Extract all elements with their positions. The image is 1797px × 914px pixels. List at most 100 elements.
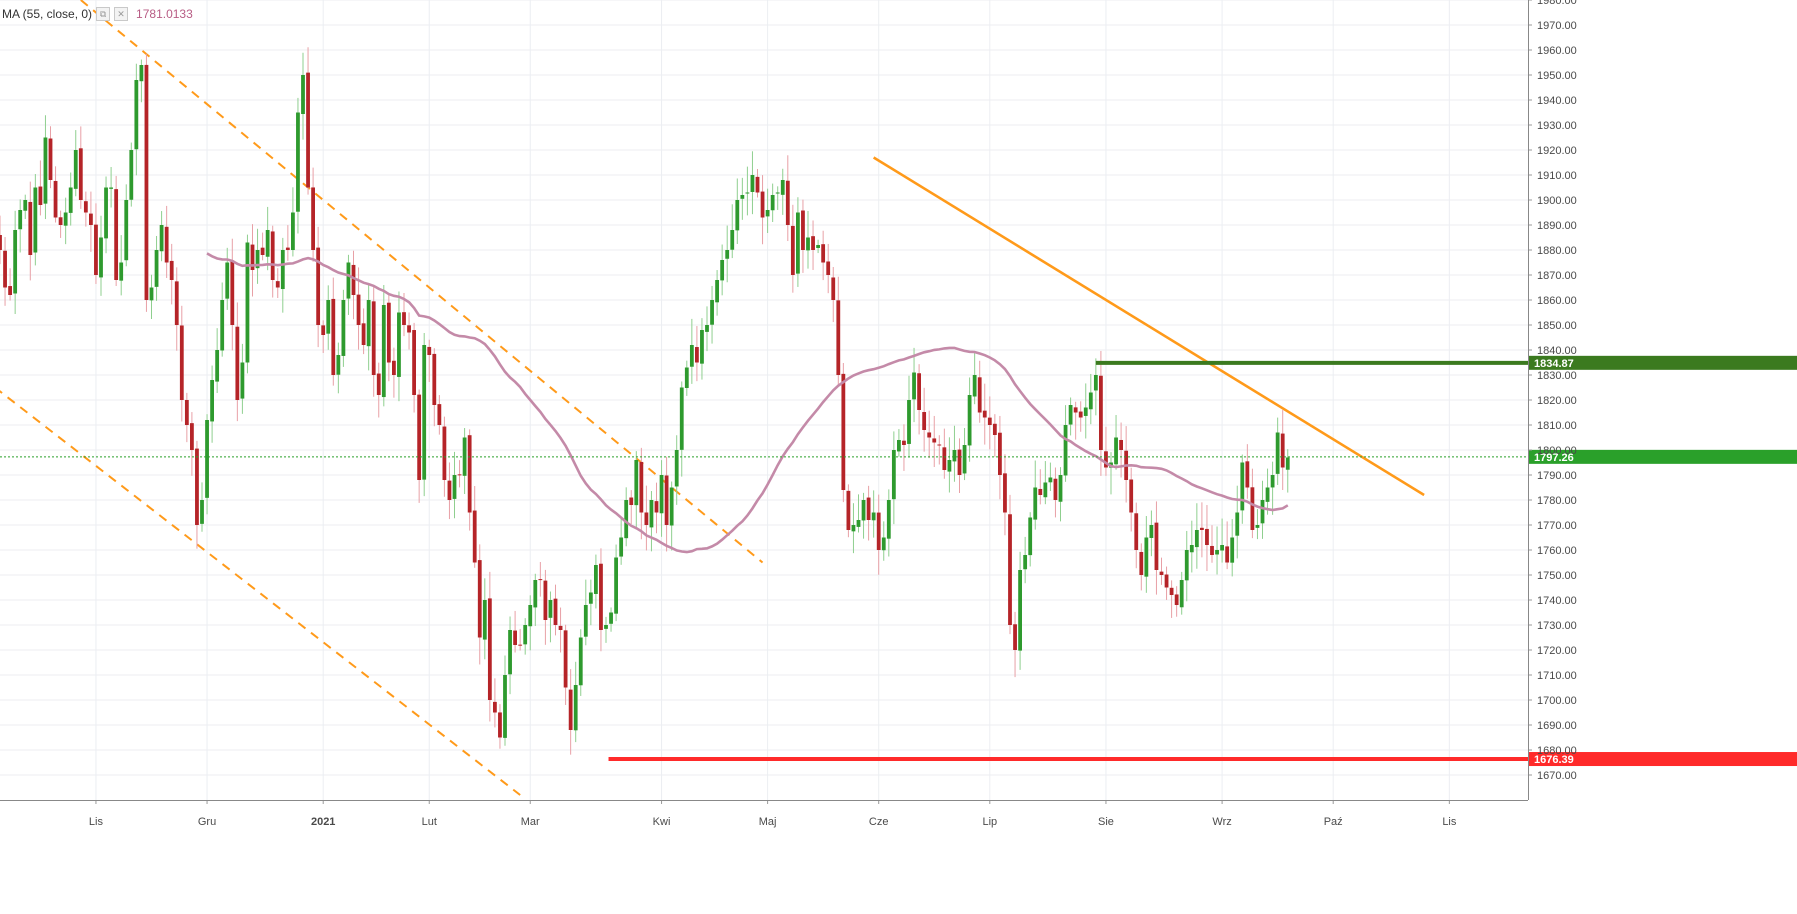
candle-body — [700, 330, 704, 364]
candle-body — [200, 500, 204, 524]
y-tick-label: 1700.00 — [1537, 695, 1577, 707]
candle-body — [750, 175, 755, 192]
candle-body — [977, 377, 982, 413]
candle-body — [705, 325, 709, 332]
candle-body — [684, 367, 689, 388]
candle-body — [563, 630, 568, 688]
y-tick-label: 1670.00 — [1537, 770, 1577, 782]
y-tick-label: 1710.00 — [1537, 670, 1577, 682]
ma-legend-label: MA (55, close, 0) — [2, 7, 93, 21]
candle-body — [1230, 537, 1235, 563]
candle-body — [902, 440, 906, 445]
candle-body — [78, 148, 83, 200]
y-tick-label: 1940.00 — [1537, 95, 1577, 107]
candle-body — [230, 260, 235, 325]
candle-body — [578, 637, 583, 686]
candle-body — [417, 394, 422, 480]
candle-body — [836, 300, 841, 375]
candle-body — [1215, 550, 1219, 555]
candle-body — [13, 230, 18, 294]
candle-body — [397, 312, 401, 377]
y-tick-label: 1980.00 — [1537, 0, 1577, 7]
candle-body — [184, 399, 189, 425]
candle-body — [654, 501, 659, 513]
candle-body — [38, 186, 43, 205]
candle-body — [179, 325, 184, 400]
candle-body — [1119, 439, 1123, 450]
candle-body — [639, 461, 644, 513]
settings-icon[interactable]: ⧉ — [96, 7, 111, 21]
candle-body — [326, 300, 331, 334]
y-tick-label: 1920.00 — [1537, 145, 1577, 157]
candle-body — [402, 312, 406, 325]
candle-body — [1083, 407, 1088, 416]
y-tick-label: 1770.00 — [1537, 520, 1577, 532]
x-tick-label: Paź — [1324, 816, 1343, 828]
candle-body — [356, 294, 361, 325]
candle-body — [68, 187, 73, 213]
candle-body — [619, 537, 624, 557]
candle-body — [250, 244, 255, 270]
candle-body — [341, 300, 346, 356]
candle-body — [780, 180, 785, 195]
candles — [0, 47, 1290, 755]
candle-body — [58, 217, 63, 225]
close-icon[interactable]: ✕ — [114, 7, 129, 21]
y-tick-label: 1810.00 — [1537, 420, 1577, 432]
candle-body — [513, 630, 517, 645]
x-tick-label: Lip — [982, 816, 997, 828]
candle-body — [886, 500, 891, 539]
candle-body — [169, 260, 174, 280]
candle-body — [316, 247, 321, 325]
candle-body — [846, 490, 851, 530]
candle-body — [1073, 407, 1078, 413]
candle-body — [998, 432, 1002, 475]
candle-body — [1220, 545, 1224, 551]
candle-body — [114, 189, 119, 280]
candle-body — [351, 264, 356, 295]
x-tick-label: 2021 — [311, 816, 335, 828]
horizontal-levels: 1834.87 1797.26 1676.39 — [0, 355, 1797, 767]
candle-body — [583, 605, 588, 637]
chart-grid — [0, 0, 1528, 800]
candle-body — [538, 579, 543, 581]
candle-body — [932, 438, 937, 443]
candle-body — [73, 150, 78, 189]
price-label-box — [1529, 355, 1797, 370]
y-tick-label: 1800.00 — [1537, 445, 1577, 457]
candle-body — [154, 250, 159, 287]
candle-body — [1088, 392, 1093, 410]
price-label: 1797.26 — [1534, 452, 1574, 464]
candle-body — [907, 400, 911, 444]
candle-body — [957, 449, 962, 475]
y-tick-label: 1760.00 — [1537, 545, 1577, 557]
candle-body — [543, 580, 548, 620]
candle-body — [649, 500, 654, 528]
candle-body — [366, 300, 371, 347]
candle-body — [215, 350, 220, 382]
indicator-legend[interactable]: MA (55, close, 0) ⧉ ✕ 1781.0133 — [2, 6, 193, 22]
candle-body — [664, 475, 669, 525]
candle-body — [457, 474, 462, 476]
candle-body — [407, 325, 411, 333]
candle-body — [1255, 525, 1260, 528]
moving-average-line — [206, 252, 1289, 554]
candle-body — [801, 210, 805, 250]
candle-body — [477, 560, 482, 638]
candle-body — [927, 432, 932, 438]
candle-body — [23, 200, 28, 211]
candle-body — [669, 487, 674, 526]
candle-body — [972, 375, 977, 397]
candle-body — [553, 598, 558, 625]
candle-body — [1144, 537, 1149, 577]
candle-body — [967, 395, 972, 446]
candle-body — [508, 630, 512, 675]
y-tick-label: 1720.00 — [1537, 645, 1577, 657]
candle-body — [821, 244, 826, 263]
candle-body — [796, 212, 800, 274]
candle-body — [937, 444, 942, 446]
candle-body — [0, 235, 2, 250]
y-tick-label: 1850.00 — [1537, 320, 1577, 332]
candle-body — [1048, 477, 1053, 483]
